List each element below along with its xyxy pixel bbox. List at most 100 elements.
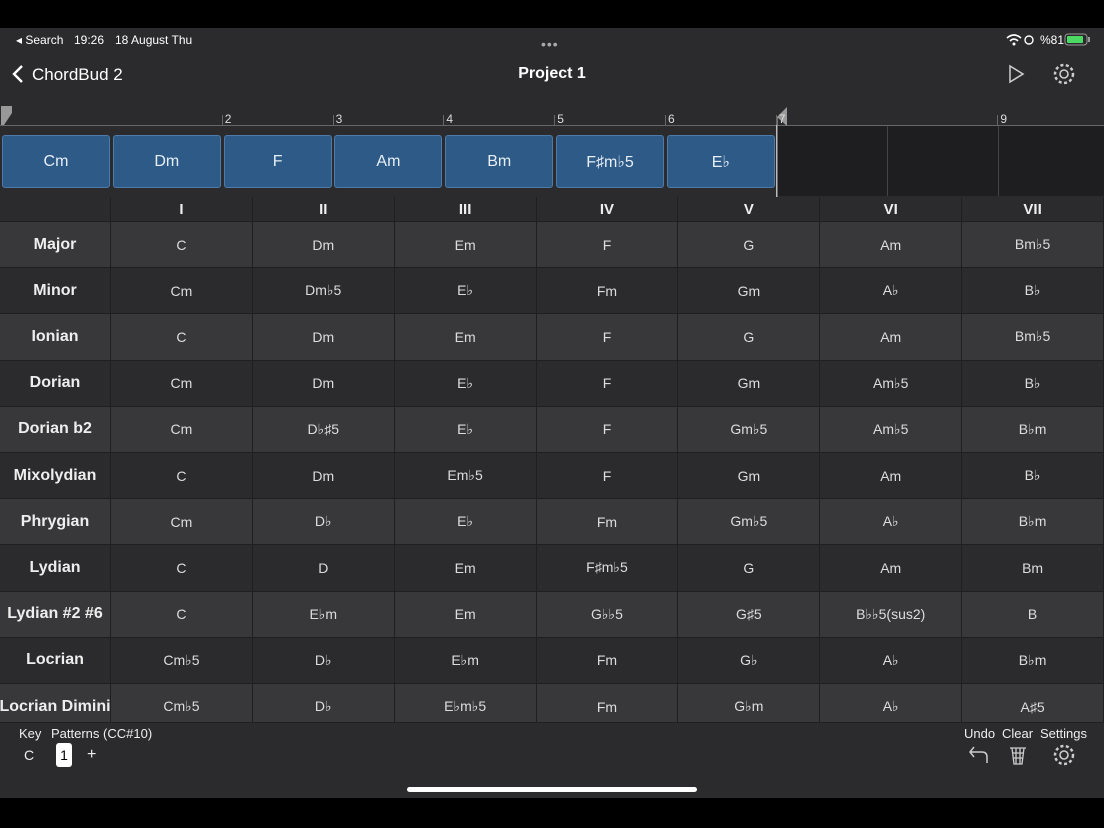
track-divider	[887, 126, 888, 196]
chord-cell[interactable]: D♭	[252, 499, 395, 546]
chord-cell[interactable]: Am	[820, 545, 963, 592]
chord-cell[interactable]: Fm	[536, 499, 679, 546]
chord-cell[interactable]: Cm♭5	[111, 637, 253, 684]
chord-cell[interactable]: G	[678, 222, 821, 269]
chord-cell[interactable]: Gm♭5	[678, 499, 821, 546]
chord-cell[interactable]: G♯5	[678, 591, 821, 638]
chord-cell[interactable]: Am	[820, 222, 963, 269]
chord-cell[interactable]: G	[678, 545, 821, 592]
bottom-settings-button[interactable]	[1052, 743, 1076, 767]
chord-cell[interactable]: B♭	[962, 268, 1104, 315]
chord-cell[interactable]: Cm	[111, 268, 253, 315]
chord-cell[interactable]: E♭	[394, 268, 537, 315]
chord-cell[interactable]: Fm	[536, 268, 679, 315]
chord-cell[interactable]: Am♭5	[820, 360, 963, 407]
chord-cell[interactable]: Am♭5	[820, 406, 963, 453]
bottom-bar	[0, 722, 1104, 799]
undo-label: Undo	[964, 726, 996, 741]
undo-button[interactable]	[968, 744, 990, 766]
add-pattern[interactable]: +	[87, 746, 97, 763]
chord-cell[interactable]: Em	[394, 591, 537, 638]
bar-number: 3	[335, 112, 343, 126]
top-edge	[0, 0, 1104, 28]
progression-chord[interactable]: Dm	[112, 135, 221, 188]
chord-cell[interactable]: Bm♭5	[962, 314, 1104, 361]
chord-cell[interactable]: Dm	[252, 222, 395, 269]
chord-cell[interactable]: B♭m	[962, 499, 1104, 546]
back-chevron[interactable]	[10, 64, 26, 84]
progression-chord[interactable]: Am	[334, 135, 443, 188]
chord-cell[interactable]: F	[536, 360, 679, 407]
chord-cell[interactable]: G	[678, 314, 821, 361]
chord-cell[interactable]: C	[111, 545, 253, 592]
column-header: VII	[962, 197, 1104, 222]
back-button[interactable]: ChordBud 2	[32, 65, 123, 84]
bar-number: 5	[557, 112, 564, 126]
chord-cell[interactable]: Cm	[111, 360, 253, 407]
loop-end[interactable]	[775, 106, 789, 198]
chord-cell[interactable]: B♭♭5(sus2)	[820, 591, 963, 638]
chord-cell[interactable]: E♭	[394, 499, 537, 546]
chord-cell[interactable]: C	[111, 591, 253, 638]
chord-cell[interactable]: B♭m	[962, 637, 1104, 684]
chord-cell[interactable]: F	[536, 453, 679, 500]
progression-chord[interactable]: Bm	[445, 135, 554, 188]
chord-cell[interactable]: A♭	[820, 268, 963, 315]
chord-cell[interactable]: Dm	[252, 314, 395, 361]
chord-cell[interactable]: B♭	[962, 360, 1104, 407]
pattern-button[interactable]: 1	[56, 743, 72, 767]
settings-button[interactable]	[1052, 62, 1076, 86]
chord-cell[interactable]: G♭♭5	[536, 591, 679, 638]
column-header: IV	[536, 197, 679, 222]
chord-cell[interactable]: Fm	[536, 637, 679, 684]
progression-chord[interactable]: F	[223, 135, 332, 188]
chord-cell[interactable]: Dm	[252, 360, 395, 407]
chord-cell[interactable]: Em♭5	[394, 453, 537, 500]
chord-cell[interactable]: Gm♭5	[678, 406, 821, 453]
chord-cell[interactable]: F	[536, 222, 679, 269]
chord-cell[interactable]: Cm	[111, 499, 253, 546]
chord-cell[interactable]: D♭	[252, 637, 395, 684]
chord-cell[interactable]: B♭	[962, 453, 1104, 500]
chord-cell[interactable]: D	[252, 545, 395, 592]
chord-cell[interactable]: D♭♯5	[252, 406, 395, 453]
chord-cell[interactable]: Cm	[111, 406, 253, 453]
progression-chord[interactable]: E♭	[666, 135, 775, 188]
chord-cell[interactable]: Dm♭5	[252, 268, 395, 315]
progression-chord[interactable]: Cm	[2, 135, 110, 188]
chord-cell[interactable]: E♭	[394, 360, 537, 407]
chord-cell[interactable]: F	[536, 314, 679, 361]
chord-cell[interactable]: E♭m	[394, 637, 537, 684]
chord-cell[interactable]: F	[536, 406, 679, 453]
bar-number: 2	[224, 112, 232, 126]
chord-cell[interactable]: Gm	[678, 453, 821, 500]
status-back[interactable]: ◂ Search	[16, 33, 64, 47]
chord-cell[interactable]: Gm	[678, 268, 821, 315]
progression-chord[interactable]: F♯m♭5	[556, 135, 664, 188]
chord-cell[interactable]: B	[962, 591, 1104, 638]
chord-cell[interactable]: Bm	[962, 545, 1104, 592]
key-value[interactable]: C	[24, 747, 35, 763]
chord-cell[interactable]: Em	[394, 314, 537, 361]
clear-button[interactable]	[1008, 744, 1028, 766]
chord-cell[interactable]: E♭m	[252, 591, 395, 638]
chord-cell[interactable]: Gm	[678, 360, 821, 407]
chord-cell[interactable]: Em	[394, 222, 537, 269]
chord-cell[interactable]: A♭	[820, 499, 963, 546]
chord-cell[interactable]: E♭	[394, 406, 537, 453]
chord-cell[interactable]: G♭	[678, 637, 821, 684]
loop-start[interactable]	[0, 105, 14, 127]
chord-cell[interactable]: Dm	[252, 453, 395, 500]
multitask-dots[interactable]: •••	[541, 36, 559, 52]
chord-cell[interactable]: Bm♭5	[962, 222, 1104, 269]
chord-cell[interactable]: Am	[820, 453, 963, 500]
chord-cell[interactable]: C	[111, 314, 253, 361]
chord-cell[interactable]: B♭m	[962, 406, 1104, 453]
chord-cell[interactable]: Am	[820, 314, 963, 361]
play-button[interactable]	[1006, 64, 1026, 84]
chord-cell[interactable]: A♭	[820, 637, 963, 684]
chord-cell[interactable]: F♯m♭5	[536, 545, 679, 592]
chord-cell[interactable]: Em	[394, 545, 537, 592]
chord-cell[interactable]: C	[111, 222, 253, 269]
chord-cell[interactable]: C	[111, 453, 253, 500]
